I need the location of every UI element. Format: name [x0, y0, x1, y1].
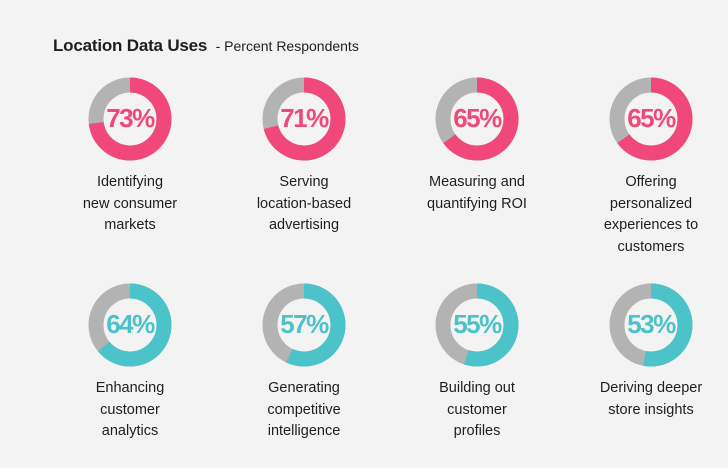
donut-item: 57% Generating competitive intelligence [229, 282, 379, 443]
category-label-line: competitive [267, 401, 341, 418]
chart-title-row: Location Data Uses - Percent Respondents [53, 36, 359, 56]
category-label-line: advertising [268, 217, 340, 233]
category-label-line: Measuring and [429, 174, 525, 190]
donut-chart: 55% [435, 283, 519, 367]
category-label: Enhancing customer analytics [60, 378, 200, 443]
category-label-line: Building out [439, 380, 515, 396]
donut-value-label: 55% [453, 309, 502, 339]
donut-value-arc [88, 283, 172, 367]
donut-item: 64% Enhancing customer analytics [55, 282, 205, 443]
donut-value-arc [435, 77, 519, 161]
category-label-line: profiles [453, 423, 501, 439]
donut-value-arc [609, 283, 693, 367]
chart-title: Location Data Uses [53, 36, 208, 55]
category-label-line: location-based [256, 195, 352, 212]
category-label-line: Enhancing [95, 380, 165, 396]
donut-item: 53% Deriving deeper store insights [576, 282, 726, 421]
donut-value-label: 71% [280, 103, 329, 133]
category-label: Identifying new consumer markets [60, 172, 200, 237]
category-label-line: Generating [268, 380, 340, 396]
donut-chart: 65% [435, 77, 519, 161]
donut-item: 71% Serving location-based advertising [229, 76, 379, 237]
donut-item: 55% Building out customer profiles [402, 282, 552, 443]
category-label-line: analytics [101, 423, 159, 439]
category-label-line: intelligence [267, 423, 341, 439]
category-label-line: experiences to [603, 217, 699, 233]
donut-chart: 53% [609, 283, 693, 367]
donut-item: 65% Measuring and quantifying ROI [402, 76, 552, 215]
category-label-line: Offering [625, 174, 677, 190]
category-label: Serving location-based advertising [234, 172, 374, 237]
category-label-line: customer [447, 401, 507, 418]
donut-value-label: 73% [106, 103, 155, 133]
donut-chart: 71% [262, 77, 346, 161]
donut-value-arc [262, 77, 346, 161]
donut-item: 73% Identifying new consumer markets [55, 76, 205, 237]
donut-value-arc [88, 77, 172, 161]
donut-chart: 57% [262, 283, 346, 367]
donut-chart: 64% [88, 283, 172, 367]
category-label-line: markets [104, 217, 156, 233]
category-label-line: customer [100, 401, 160, 418]
category-label-line: store insights [608, 401, 694, 418]
donut-value-label: 57% [280, 309, 329, 339]
donut-value-label: 65% [627, 103, 676, 133]
category-label-line: Deriving deeper [599, 380, 703, 396]
category-label: Measuring and quantifying ROI [407, 172, 547, 215]
donut-value-arc [435, 283, 519, 367]
category-label-line: personalized [609, 195, 693, 212]
category-label-line: Identifying [96, 174, 164, 190]
chart-subtitle: - Percent Respondents [215, 38, 359, 54]
donut-item: 65% Offering personalized experiences to cus… [576, 76, 726, 258]
category-label-line: Serving [279, 174, 329, 190]
donut-value-label: 64% [106, 309, 155, 339]
category-label: Generating competitive intelligence [234, 378, 374, 443]
category-label: Building out customer profiles [407, 378, 547, 443]
donut-value-arc [609, 77, 693, 161]
donut-value-label: 65% [453, 103, 502, 133]
category-label-line: quantifying ROI [427, 195, 527, 212]
donut-value-arc [262, 283, 346, 367]
category-label-line: new consumer [82, 195, 178, 212]
donut-chart: 65% [609, 77, 693, 161]
donut-chart: 73% [88, 77, 172, 161]
category-label-line: customers [617, 238, 685, 255]
category-label: Offering personalized experiences to custom… [581, 172, 721, 258]
category-label: Deriving deeper store insights [581, 378, 721, 421]
donut-value-label: 53% [627, 309, 676, 339]
